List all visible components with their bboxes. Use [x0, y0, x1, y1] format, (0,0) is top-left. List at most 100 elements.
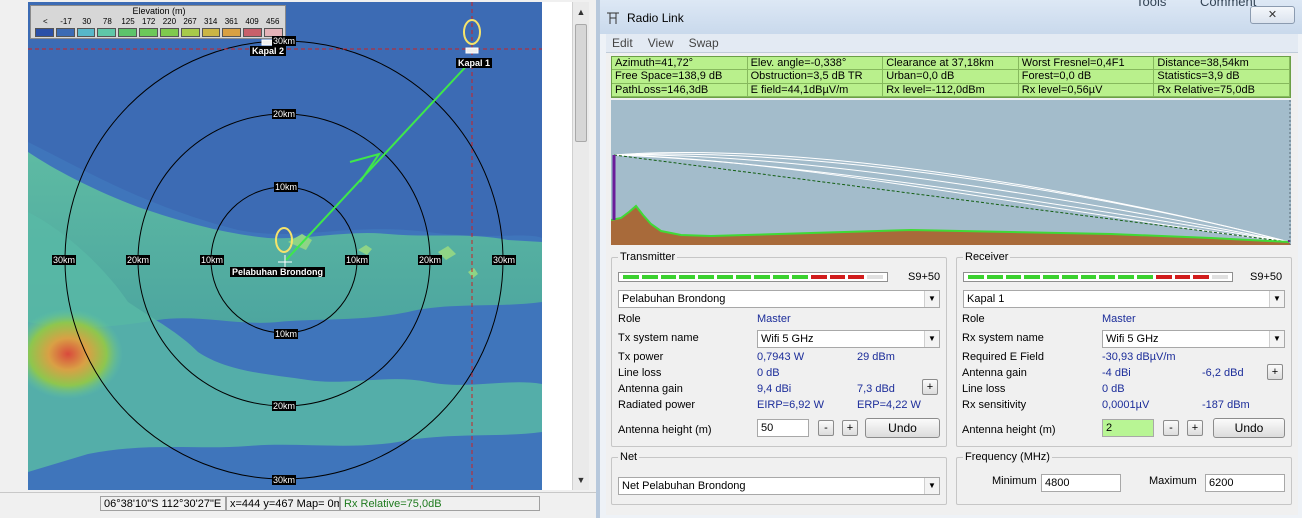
- legend-tick: 456: [266, 17, 280, 26]
- info-cell: Rx level=-112,0dBm: [883, 83, 1019, 97]
- terrain-edge: [611, 204, 1290, 243]
- meter-segment: [792, 275, 808, 279]
- info-cell: PathLoss=146,3dB: [612, 83, 748, 97]
- info-cell: Azimuth=41,72°: [612, 57, 748, 71]
- link-info-grid: Azimuth=41,72° Elev. angle=-0,338° Clearan…: [611, 56, 1291, 98]
- net-title: Net: [620, 451, 638, 463]
- tx-gain-plus-button[interactable]: +: [922, 379, 938, 395]
- vertical-scrollbar[interactable]: ▲ ▼: [572, 2, 589, 490]
- map-canvas: [28, 2, 542, 490]
- line-of-sight: [613, 154, 1290, 243]
- tx-gain-label: Antenna gain: [618, 383, 683, 395]
- legend-swatch: [180, 28, 200, 37]
- splitter[interactable]: [596, 0, 600, 518]
- tx-erp: ERP=4,22 W: [857, 399, 921, 411]
- title-bar[interactable]: Tools Comment Radio Link ✕: [600, 0, 1302, 34]
- map-view[interactable]: Elevation (m) < -17 30 78 125 172 220 267 314 361…: [28, 2, 542, 490]
- tx-undo-button[interactable]: Undo: [865, 418, 940, 438]
- station-label-rx[interactable]: Kapal 1: [456, 58, 493, 68]
- background-comment-text: Comment: [1200, 0, 1257, 9]
- close-button[interactable]: ✕: [1250, 6, 1295, 24]
- legend-swatch: [97, 28, 117, 37]
- rx-field-label: Required E Field: [962, 351, 1044, 363]
- tx-power-w: 0,7943 W: [757, 351, 805, 363]
- frequency-min-input[interactable]: 4800: [1041, 474, 1121, 492]
- scroll-down-icon[interactable]: ▼: [576, 475, 586, 485]
- legend-tick: -17: [60, 17, 72, 26]
- rx-sens-label: Rx sensitivity: [962, 399, 1027, 411]
- legend-swatch: [222, 28, 242, 37]
- tx-system-select[interactable]: Wifi 5 GHz ▼: [757, 330, 940, 348]
- meter-segment: [1099, 275, 1116, 279]
- coast-north: [28, 152, 542, 328]
- info-cell: Forest=0,0 dB: [1018, 70, 1155, 84]
- frequency-title: Frequency (MHz): [965, 451, 1050, 463]
- meter-segment: [716, 275, 733, 279]
- rx-field-value: -30,93 dBµV/m: [1102, 351, 1176, 363]
- legend-swatch: [139, 28, 158, 37]
- range-label-top-30: 30km: [272, 36, 297, 46]
- rx-system-label: Rx system name: [962, 332, 1044, 344]
- legend-swatch: [201, 28, 221, 37]
- rx-height-minus-button[interactable]: -: [1163, 420, 1179, 436]
- legend-tick: 361: [224, 17, 239, 26]
- legend-tick: 172: [142, 17, 156, 26]
- tx-site-select[interactable]: Pelabuhan Brondong ▼: [618, 290, 940, 308]
- profile-sky: [611, 100, 1291, 245]
- tx-role-value: Master: [757, 313, 791, 325]
- menu-edit[interactable]: Edit: [612, 36, 633, 50]
- menu-swap[interactable]: Swap: [688, 36, 719, 50]
- chevron-down-icon: ▼: [1269, 331, 1284, 347]
- receiver-title: Receiver: [965, 251, 1009, 263]
- info-cell: Obstruction=3,5 dB TR: [747, 70, 884, 84]
- meter-segment: [829, 275, 846, 279]
- tx-role-label: Role: [618, 313, 641, 325]
- menu-view[interactable]: View: [647, 36, 674, 50]
- rx-system-select[interactable]: Wifi 5 GHz ▼: [1102, 330, 1285, 348]
- fresnel-zones: [613, 151, 1290, 243]
- rx-undo-button[interactable]: Undo: [1213, 418, 1285, 438]
- chevron-down-icon: ▼: [1269, 291, 1284, 307]
- meter-segment: [641, 275, 658, 279]
- meter-segment: [848, 275, 865, 279]
- tx-eirp: EIRP=6,92 W: [757, 399, 824, 411]
- info-cell: Worst Fresnel=0,4F1: [1018, 57, 1155, 71]
- legend-tick: 125: [121, 17, 135, 26]
- legend-tick: 267: [183, 17, 197, 26]
- tx-radiated-label: Radiated power: [618, 399, 696, 411]
- rx-sens-dbm: -187 dBm: [1202, 399, 1250, 411]
- legend-title: Elevation (m): [132, 6, 186, 16]
- station-label-tx[interactable]: Pelabuhan Brondong: [230, 267, 325, 277]
- legend-swatch: [35, 28, 54, 37]
- rx-height-input[interactable]: 2: [1102, 419, 1154, 437]
- rx-loss-value: 0 dB: [1102, 383, 1125, 395]
- range-label-bottom-20: 20km: [272, 401, 297, 411]
- meter-segment: [623, 275, 639, 279]
- scroll-thumb[interactable]: [575, 24, 587, 142]
- transmitter-group: Transmitter: [611, 251, 947, 447]
- rx-loss-label: Line loss: [962, 383, 1006, 395]
- station-label-other[interactable]: Kapal 2: [250, 46, 287, 56]
- meter-segment: [1155, 275, 1172, 279]
- meter-segment: [698, 275, 714, 279]
- rx-site-select[interactable]: Kapal 1 ▼: [963, 290, 1285, 308]
- status-rx-relative: Rx Relative=75,0dB: [340, 496, 540, 511]
- meter-segment: [679, 275, 696, 279]
- tx-height-input[interactable]: 50: [757, 419, 809, 437]
- tx-height-plus-button[interactable]: +: [842, 420, 858, 436]
- legend-swatch: [243, 28, 263, 37]
- net-select[interactable]: Net Pelabuhan Brondong ▼: [618, 477, 940, 495]
- rx-height-plus-button[interactable]: +: [1187, 420, 1203, 436]
- tx-height-minus-button[interactable]: -: [818, 420, 834, 436]
- station-markers: [275, 19, 481, 253]
- meter-segment: [754, 275, 771, 279]
- tx-gain-dbi: 9,4 dBi: [757, 383, 792, 395]
- info-cell: Rx Relative=75,0dB: [1154, 83, 1290, 97]
- rx-gain-plus-button[interactable]: +: [1267, 364, 1283, 380]
- frequency-max-input[interactable]: 6200: [1205, 474, 1285, 492]
- legend-swatch: [76, 28, 96, 37]
- meter-segment: [1137, 275, 1153, 279]
- scroll-up-icon[interactable]: ▲: [576, 7, 586, 17]
- meter-segment: [1193, 275, 1210, 279]
- info-cell: Free Space=138,9 dB: [612, 70, 748, 84]
